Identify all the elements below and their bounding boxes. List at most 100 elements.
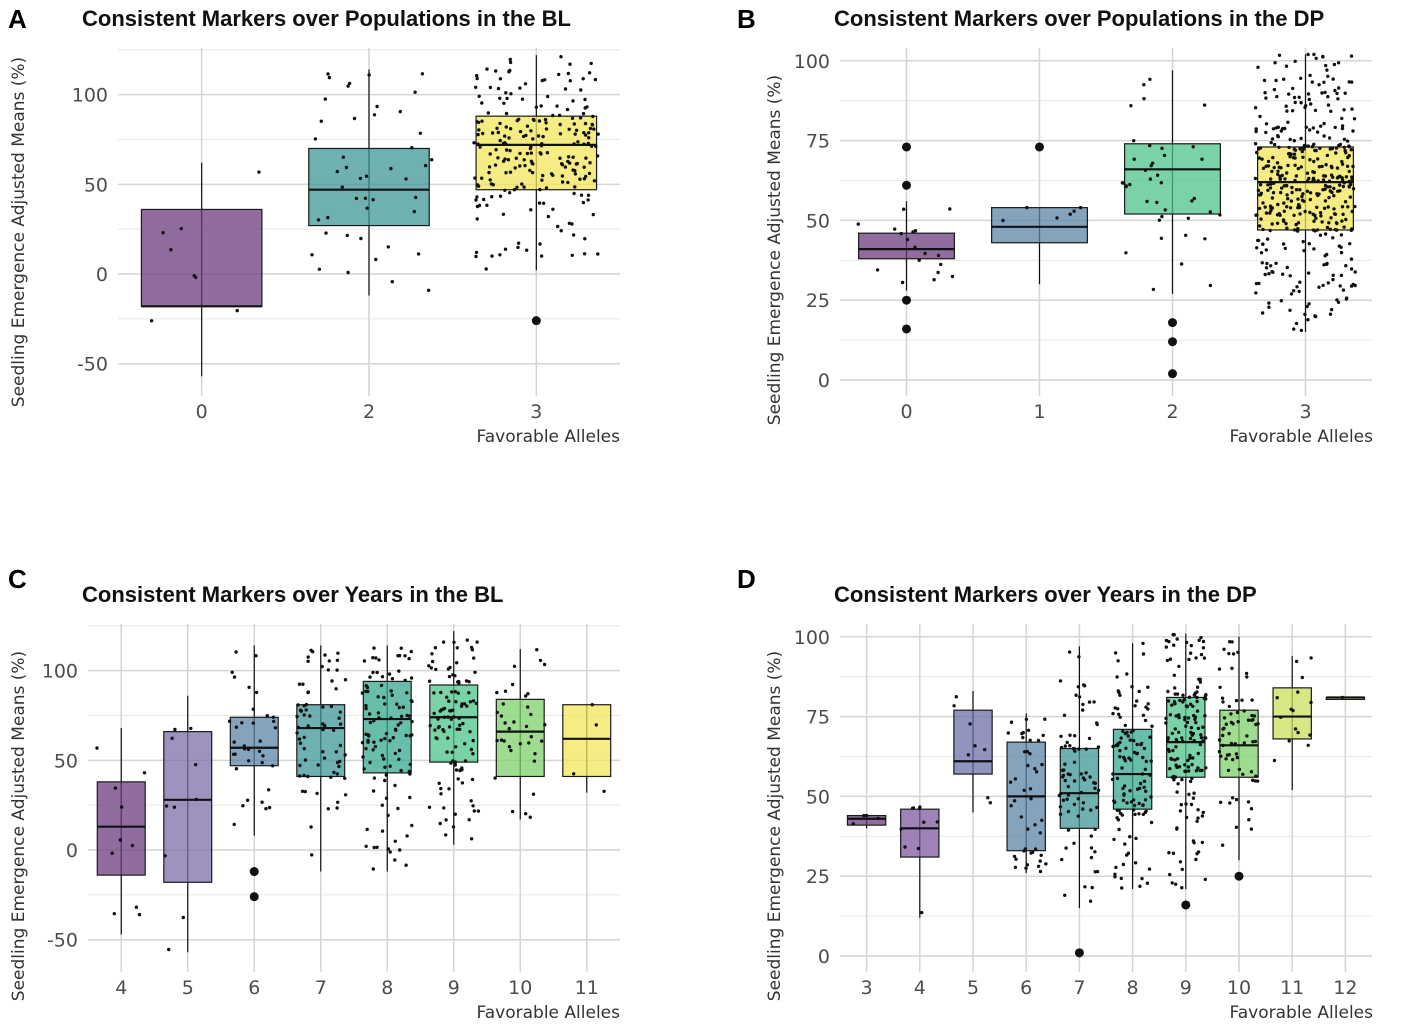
jitter-point [436,725,441,730]
jitter-point [403,654,407,658]
jitter-point [988,801,992,805]
jitter-point [267,805,272,810]
jitter-point [1234,698,1239,703]
jitter-point [504,111,509,116]
jitter-point [506,158,511,162]
jitter-point [1142,83,1146,87]
jitter-point [518,742,522,746]
panel-title: Consistent Markers over Years in the BL [82,582,503,607]
jitter-point [1148,143,1152,148]
jitter-point [463,742,467,746]
jitter-point [1326,74,1330,79]
jitter-point [1308,210,1312,215]
jitter-point [1255,213,1259,217]
y-tick-label: 75 [806,131,830,153]
jitter-point [1304,104,1308,108]
jitter-point [1257,206,1262,211]
jitter-point [1202,103,1207,107]
x-axis-label: Favorable Alleles [1230,427,1374,447]
jitter-point [498,121,502,126]
jitter-point [1287,739,1291,743]
jitter-point [1300,194,1304,199]
jitter-point [437,781,441,785]
jitter-point [386,813,390,817]
jitter-point [382,695,386,700]
jitter-point [1353,270,1357,274]
jitter-point [1291,86,1295,91]
jitter-point [1197,638,1201,642]
jitter-point [1142,785,1146,789]
jitter-point [1142,746,1147,751]
jitter-point [504,171,508,175]
jitter-point [509,92,513,96]
jitter-point [247,759,251,763]
jitter-point [1294,659,1299,664]
jitter-point [1194,656,1198,660]
jitter-point [386,847,390,851]
jitter-point [1125,853,1129,857]
jitter-point [1074,693,1078,697]
jitter-point [567,221,572,225]
jitter-point [1092,700,1096,704]
jitter-point [1269,182,1273,186]
jitter-point [1350,209,1354,214]
jitter-point [932,278,936,282]
x-tick-label: 10 [508,977,532,999]
jitter-point [1346,205,1350,209]
jitter-point [465,704,469,708]
jitter-point [1317,83,1321,87]
jitter-point [1318,211,1323,215]
jitter-point [468,730,472,734]
jitter-point [1237,767,1242,772]
jitter-point [379,683,384,688]
jitter-point [566,155,571,159]
jitter-point [297,682,302,686]
jitter-point [410,146,414,150]
jitter-point [560,174,565,178]
jitter-point [1028,787,1033,791]
jitter-point [570,116,575,121]
jitter-point [1177,730,1181,734]
jitter-point [528,168,532,173]
jitter-point [1352,117,1357,121]
jitter-point [1125,801,1129,805]
jitter-point [1267,305,1271,309]
outlier-point [902,295,911,305]
jitter-point [504,142,508,146]
jitter-point [1198,677,1202,681]
jitter-point [1261,242,1265,246]
jitter-point [1180,736,1184,740]
jitter-point [1191,704,1195,708]
jitter-point [338,759,342,764]
box [140,208,263,307]
jitter-point [1347,169,1352,174]
jitter-point [1344,297,1349,301]
jitter-point [1131,798,1136,802]
jitter-point [1188,756,1192,760]
jitter-point [1270,270,1274,274]
jitter-point [327,75,332,80]
jitter-point [1288,155,1292,159]
jitter-point [1160,146,1164,150]
jitter-point [590,123,595,127]
outlier-point [1168,369,1177,379]
jitter-point [1077,695,1082,699]
jitter-point [502,101,506,106]
jitter-point [579,88,583,92]
jitter-point [478,145,482,149]
jitter-point [1132,739,1136,743]
jitter-point [1201,646,1206,650]
jitter-point [270,764,275,768]
jitter-point [1304,125,1309,129]
jitter-point [513,166,517,170]
jitter-point [1088,899,1093,903]
jitter-point [911,230,915,234]
jitter-point [1168,657,1173,661]
jitter-point [1292,327,1296,331]
jitter-point [383,765,387,769]
jitter-point [1312,159,1316,164]
jitter-point [361,755,365,759]
jitter-point [469,645,474,650]
jitter-point [1068,212,1072,216]
jitter-point [1347,179,1352,184]
